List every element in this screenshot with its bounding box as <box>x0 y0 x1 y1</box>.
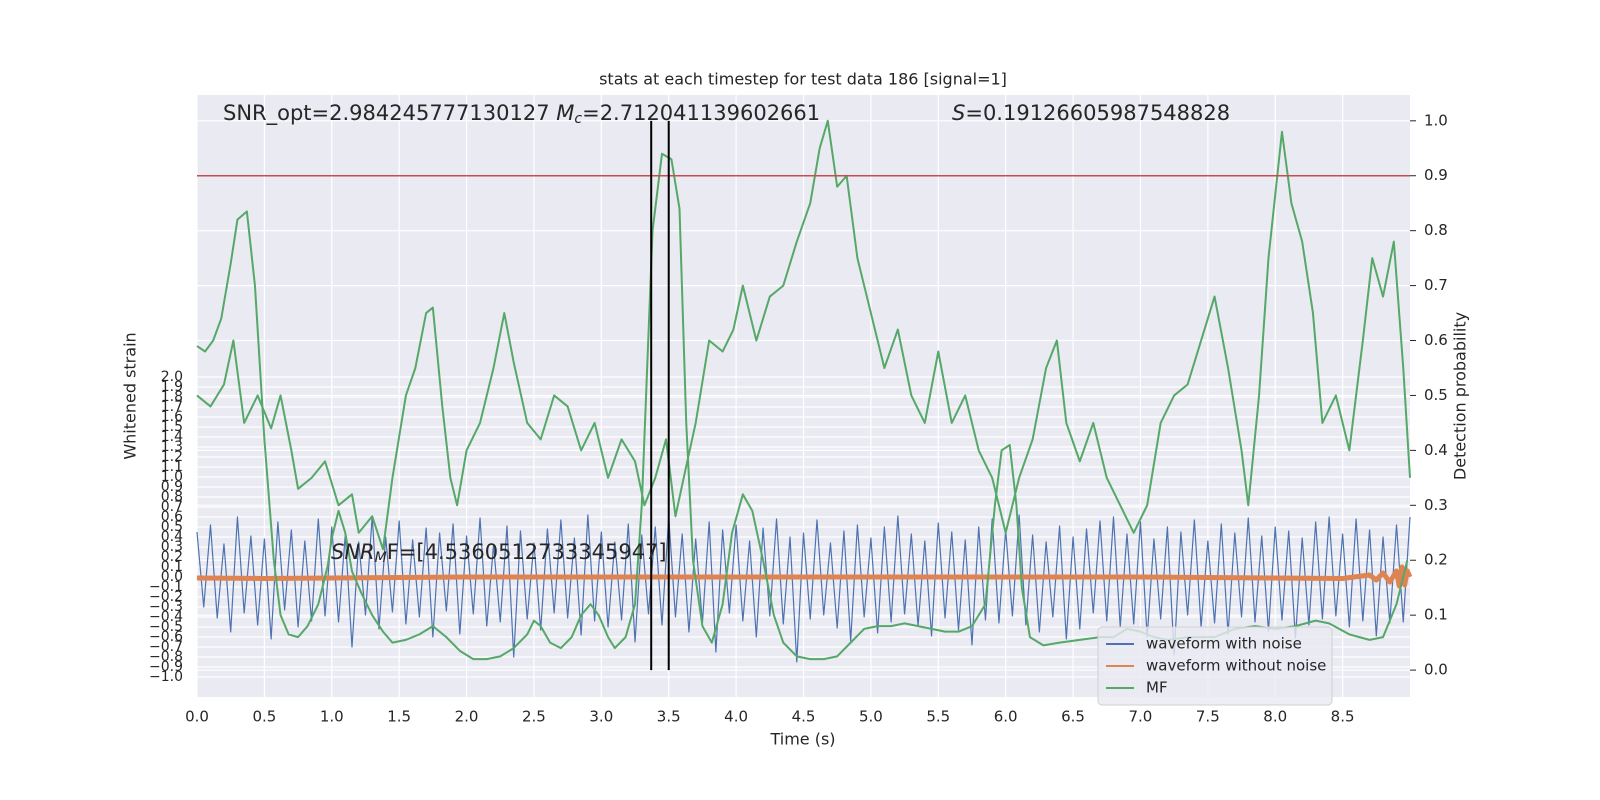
x-tick-label: 7.0 <box>1129 708 1153 726</box>
annotation-text: S <box>952 101 965 125</box>
y-axis-label: Whitened strain <box>121 332 140 459</box>
y2-tick-label: 0.5 <box>1424 386 1448 404</box>
x-tick-label: 3.0 <box>589 708 613 726</box>
y2-tick-label: 0.7 <box>1424 276 1448 294</box>
y-tick-label: 1.0 <box>161 469 183 485</box>
legend-box <box>1097 626 1333 706</box>
y-tick-label: 0.8 <box>161 489 183 505</box>
y2-tick-label: 0.3 <box>1424 496 1448 514</box>
y-tick-label: 1.5 <box>161 419 183 435</box>
x-tick-label: 5.0 <box>859 708 883 726</box>
y-tick-label: 1.4 <box>161 429 183 445</box>
y-tick-label: 0.9 <box>161 479 183 495</box>
x-tick-label: 2.5 <box>522 708 546 726</box>
x-tick-label: 8.5 <box>1331 708 1355 726</box>
y2-tick-label: 0.6 <box>1424 331 1448 349</box>
series-line <box>196 564 1413 589</box>
y-tick-label: −0.6 <box>149 629 183 645</box>
annotation-text: M <box>375 550 387 566</box>
legend: waveform with noise waveform without nois… <box>1097 626 1333 706</box>
y-tick-label: 0.2 <box>161 549 183 565</box>
y-tick-label: 0.4 <box>161 529 183 545</box>
y2-tick-label: 1.0 <box>1424 111 1448 129</box>
y-tick-label: −0.4 <box>149 609 183 625</box>
y-tick-label: −0.3 <box>149 599 183 615</box>
x-tick-label: 4.0 <box>724 708 748 726</box>
annotation: SNR_opt=2.984245777130127 Mc=2.712041139… <box>223 101 820 127</box>
y-tick-label: 0.3 <box>161 539 183 555</box>
marks <box>196 119 1413 671</box>
y-tick-label: 1.7 <box>161 399 183 415</box>
chart-title: stats at each timestep for test data 186… <box>599 70 1007 89</box>
annotation: S=0.19126605987548828 <box>952 101 1230 125</box>
y-tick-label: −0.7 <box>149 639 183 655</box>
y-tick-label: −0.8 <box>149 649 183 665</box>
y2-tick-label: 0.2 <box>1424 551 1448 569</box>
x-tick-label: 6.0 <box>994 708 1018 726</box>
y-tick-label: 1.1 <box>161 459 183 475</box>
annotation-text: SNR <box>331 540 375 564</box>
x-tick-label: 5.5 <box>926 708 950 726</box>
y-tick-label: −0.1 <box>149 579 183 595</box>
y-tick-label: −0.2 <box>149 589 183 605</box>
y2-tick-label: 0.9 <box>1424 166 1448 184</box>
y2-tick-label: 0.1 <box>1424 606 1448 624</box>
x-tick-label: 1.5 <box>387 708 411 726</box>
y-tick-label: 0.1 <box>161 559 183 575</box>
x-tick-label: 3.5 <box>657 708 681 726</box>
annotation-text: M <box>556 101 574 125</box>
legend-label: waveform without noise <box>1146 657 1326 675</box>
annotation-text: c <box>574 111 582 127</box>
y-tick-label: 1.6 <box>161 409 183 425</box>
x-tick-label: 0.5 <box>252 708 276 726</box>
y-tick-label: −0.5 <box>149 619 183 635</box>
x-tick-label: 4.5 <box>792 708 816 726</box>
annotation-text: SNR_opt=2.984245777130127 <box>223 101 556 126</box>
y-tick-label: 0.0 <box>161 569 183 585</box>
x-axis-label: Time (s) <box>769 730 835 749</box>
y-tick-label: 1.9 <box>161 379 183 395</box>
legend-label: waveform with noise <box>1146 635 1302 653</box>
y-tick-label: −0.9 <box>149 659 183 675</box>
x-tick-label: 8.0 <box>1263 708 1287 726</box>
y-tick-label: 1.8 <box>161 389 183 405</box>
y-tick-label: 2.0 <box>161 369 183 385</box>
y-tick-label: 1.2 <box>161 449 183 465</box>
y-tick-label: 1.3 <box>161 439 183 455</box>
x-tick-label: 7.5 <box>1196 708 1220 726</box>
x-tick-label: 2.0 <box>455 708 479 726</box>
x-tick-label: 6.5 <box>1061 708 1085 726</box>
annotation-text: =2.712041139602661 <box>582 101 820 125</box>
y-tick-label: 0.7 <box>161 499 183 515</box>
x-tick-label: 0.0 <box>185 708 209 726</box>
y-tick-label: 0.6 <box>161 509 183 525</box>
annotation-text: F=[4.5360512733345947] <box>387 540 667 564</box>
y-tick-label: −1.0 <box>149 669 183 685</box>
series-line <box>196 514 1411 663</box>
y2-tick-label: 0.0 <box>1424 661 1448 679</box>
annotation: SNRMF=[4.5360512733345947] <box>331 540 667 566</box>
y2-axis-label: Detection probability <box>1451 312 1470 480</box>
annotation-text: =0.19126605987548828 <box>965 101 1230 125</box>
y2-tick-label: 0.4 <box>1424 441 1448 459</box>
legend-label: MF <box>1146 679 1168 697</box>
y-tick-label: 0.5 <box>161 519 183 535</box>
x-tick-label: 1.0 <box>320 708 344 726</box>
y2-tick-label: 0.8 <box>1424 221 1448 239</box>
